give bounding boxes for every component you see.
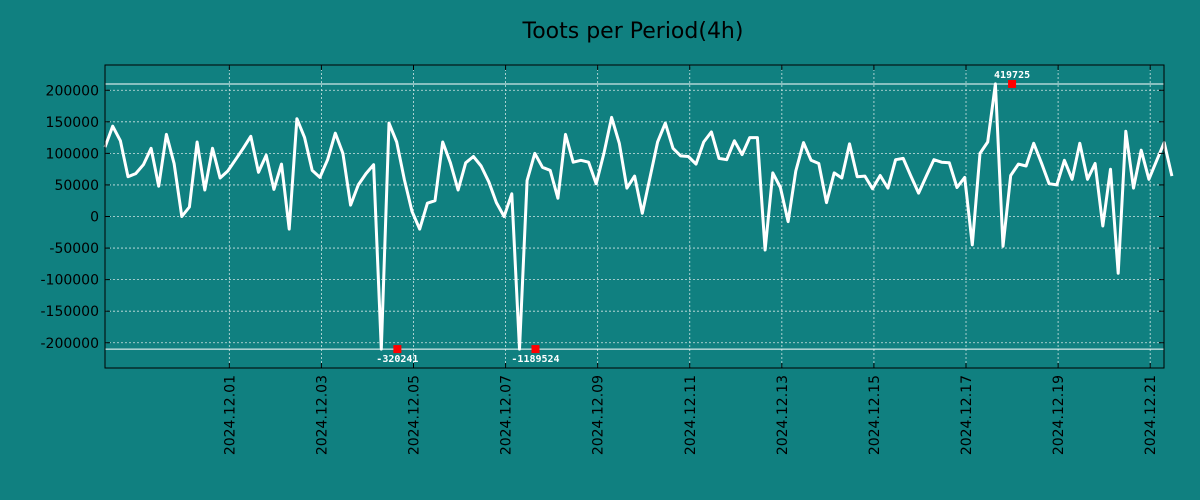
grid	[105, 65, 1164, 368]
chart-title: Toots per Period(4h)	[522, 19, 744, 44]
y-tick-label: 50000	[54, 178, 99, 194]
peak-marker	[393, 345, 402, 354]
x-tick-label: 2024.12.03	[314, 375, 330, 455]
y-tick-label: -200000	[41, 336, 100, 352]
x-tick-label: 2024.12.17	[959, 375, 975, 455]
x-ticks: 2024.12.01 2024.12.03 2024.12.05 2024.12.07…	[222, 65, 1159, 455]
clip-lines	[105, 83, 1164, 350]
y-tick-label: 150000	[46, 115, 99, 131]
x-tick-label: 2024.12.19	[1051, 375, 1067, 455]
y-tick-label: 0	[90, 210, 99, 226]
x-tick-label: 2024.12.05	[406, 375, 422, 455]
y-tick-label: 100000	[46, 146, 99, 162]
x-tick-label: 2024.12.01	[222, 375, 238, 455]
peak-label: -1189524	[511, 354, 559, 365]
y-ticks: 200000 150000 100000 50000 0 -50000 -100000 -15…	[41, 83, 1164, 352]
y-tick-label: 200000	[46, 83, 99, 99]
series	[103, 82, 1174, 351]
x-tick-label: 2024.12.07	[499, 375, 515, 455]
y-tick-label: -50000	[49, 241, 99, 257]
x-tick-label: 2024.12.21	[1143, 375, 1159, 455]
peak-label: -320241	[376, 354, 418, 365]
y-tick-label: -100000	[41, 273, 100, 289]
peak-marker	[1008, 79, 1017, 88]
y-tick-label: -150000	[41, 304, 100, 320]
series-line	[103, 82, 1174, 351]
peak-label: 419725	[994, 70, 1030, 81]
markers: -320241 -1189524 419725	[376, 70, 1030, 365]
x-tick-label: 2024.12.11	[683, 375, 699, 455]
x-tick-label: 2024.12.09	[591, 375, 607, 455]
x-tick-label: 2024.12.13	[775, 375, 791, 455]
x-tick-label: 2024.12.15	[867, 375, 883, 455]
peak-marker	[531, 345, 540, 354]
